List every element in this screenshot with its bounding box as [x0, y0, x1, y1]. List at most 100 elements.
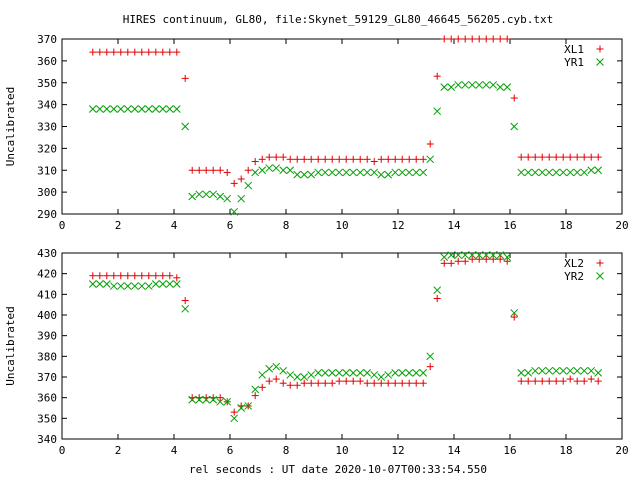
x-tick-label: 20: [615, 444, 628, 457]
data-point: [209, 395, 218, 404]
data-point: [482, 35, 490, 43]
data-point: [482, 251, 491, 259]
data-point: [370, 158, 378, 165]
data-point: [172, 105, 181, 113]
y-tick-label: 310: [37, 164, 57, 177]
data-point: [594, 369, 603, 377]
x-tick-label: 20: [615, 219, 628, 232]
data-point: [321, 168, 330, 177]
data-point: [545, 168, 554, 177]
data-point: [524, 377, 532, 385]
data-point: [398, 369, 407, 377]
data-point: [279, 366, 288, 375]
data-point: [531, 366, 540, 375]
data-point: [594, 166, 603, 175]
data-point: [531, 153, 539, 161]
legend-label: XL2: [564, 257, 584, 270]
plot-frame: [61, 252, 623, 440]
y-tick-label: 410: [37, 288, 57, 301]
data-point: [370, 371, 379, 379]
data-point: [503, 35, 511, 43]
x-tick-label: 0: [59, 219, 66, 232]
data-point: [559, 366, 568, 375]
data-point: [158, 280, 167, 288]
data-point: [573, 366, 582, 375]
data-point: [138, 272, 146, 280]
data-point: [566, 153, 574, 161]
data-point: [265, 364, 274, 373]
data-point: [405, 379, 413, 387]
data-point: [159, 272, 167, 280]
plot-frame: [61, 38, 623, 215]
data-point: [258, 166, 267, 175]
chart-title: HIRES continuum, GL80, file:Skynet_59129…: [123, 13, 553, 26]
data-point: [384, 170, 393, 179]
x-tick-label: 16: [503, 444, 516, 457]
data-point: [307, 170, 316, 179]
data-point: [258, 155, 266, 163]
y-tick-label: 360: [37, 392, 57, 405]
data-point: [103, 48, 111, 56]
x-tick-label: 6: [227, 219, 234, 232]
x-tick-label: 2: [115, 219, 122, 232]
data-point: [496, 251, 505, 259]
plot-panel-2: 0 2 4 6 8 10 12 14 16 18 20 340 350 360 370 380 390 400 41…: [4, 247, 629, 457]
x-tick-label: 14: [447, 444, 461, 457]
data-point: [370, 379, 378, 387]
data-point: [237, 194, 246, 203]
series-YR2: [88, 251, 603, 423]
data-point: [209, 190, 218, 199]
data-point: [165, 280, 174, 288]
data-point: [349, 155, 357, 163]
data-point: [209, 166, 217, 174]
data-point: [342, 369, 351, 377]
data-point: [300, 155, 308, 163]
data-point: [538, 377, 546, 385]
data-point: [230, 408, 238, 416]
data-point: [398, 168, 407, 177]
data-point: [524, 369, 533, 377]
data-point: [419, 168, 428, 177]
data-point: [468, 255, 476, 263]
data-point: [517, 369, 526, 377]
data-point: [356, 377, 364, 385]
data-point: [475, 81, 484, 89]
data-point: [124, 48, 132, 56]
data-point: [293, 155, 301, 163]
data-point: [489, 35, 497, 43]
legend-marker: [596, 45, 604, 53]
data-point: [89, 48, 97, 56]
data-point: [151, 280, 160, 288]
data-point: [307, 371, 316, 379]
data-point: [531, 377, 539, 385]
y-tick-label: 390: [37, 330, 57, 343]
x-tick-label: 16: [503, 219, 516, 232]
data-point: [223, 194, 232, 203]
data-point: [447, 251, 456, 259]
y-tick-label: 420: [37, 268, 57, 281]
data-point: [286, 155, 294, 163]
data-point: [279, 153, 287, 161]
x-tick-label: 18: [559, 444, 572, 457]
data-point: [468, 35, 476, 43]
data-point: [552, 168, 561, 177]
data-point: [433, 286, 442, 295]
y-tick-label: 350: [37, 412, 57, 425]
data-point: [158, 105, 167, 113]
data-point: [265, 377, 273, 385]
data-point: [272, 153, 280, 161]
data-point: [482, 255, 490, 263]
data-point: [230, 414, 239, 423]
data-point: [96, 48, 104, 56]
data-point: [363, 155, 371, 163]
data-point: [587, 153, 595, 161]
data-point: [524, 153, 532, 161]
x-tick-label: 8: [283, 444, 290, 457]
data-point: [116, 282, 125, 290]
x-tick-label: 4: [171, 444, 178, 457]
x-tick-label: 12: [391, 444, 404, 457]
data-point: [272, 164, 281, 172]
series-YR1: [88, 81, 603, 216]
data-point: [545, 153, 553, 161]
data-point: [321, 369, 330, 377]
